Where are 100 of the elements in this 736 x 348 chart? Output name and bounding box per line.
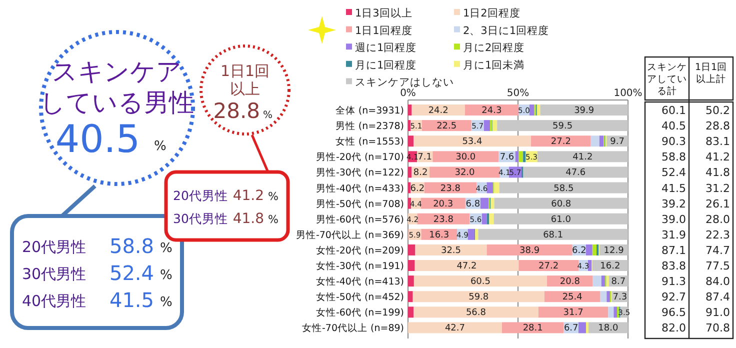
y-tick-label: 女性-40代 (n=413): [316, 276, 404, 288]
legend-label: 1日2回程度: [463, 6, 520, 20]
text: 50.2: [706, 104, 730, 117]
text: 39.2: [662, 197, 686, 210]
data-label: 24.2: [428, 106, 448, 116]
y-tick-label: 男性-50代 (n=708): [316, 198, 404, 210]
text: 40.5: [662, 120, 686, 133]
data-label: 25.4: [562, 292, 583, 303]
data-label: 31.7: [563, 308, 584, 318]
data-label: 59.8: [468, 292, 489, 303]
text: 20代男性 41.2 %: [173, 188, 278, 204]
text: 74.7: [706, 244, 730, 257]
data-label: 32.0: [454, 168, 476, 178]
data-label: 6.8: [466, 199, 480, 210]
data-label: 30.0: [456, 152, 476, 163]
data-label: 7.6: [500, 152, 514, 163]
legend-label: 2、3日に1回程度: [463, 24, 550, 37]
data-label: 23.8: [440, 184, 461, 194]
data-label: 61.0: [550, 214, 572, 225]
data-label: 7.1: [418, 152, 432, 163]
data-label: 60.5: [470, 277, 491, 288]
data-label: 12.9: [604, 246, 624, 256]
data-label: 32.5: [440, 246, 462, 256]
data-label: 39.9: [574, 106, 594, 116]
y-tick-label: 男性 (n=2378): [335, 120, 404, 132]
text: 91.3: [662, 275, 686, 288]
y-tick-label: 男性-70代以上 (n=369): [296, 228, 404, 241]
text: 28.8: [706, 120, 730, 133]
text: 87.4: [706, 290, 730, 304]
y-tick-label: 女性-50代 (n=452): [316, 291, 404, 304]
text: 40代男性 41.5 %: [22, 288, 172, 312]
data-label: 16.3: [429, 230, 450, 240]
data-label: 23.8: [433, 214, 454, 225]
legend-label: スキンケアはしない: [355, 76, 454, 89]
text: 70.8: [706, 322, 730, 335]
data-label: 24.3: [482, 106, 502, 116]
text: 84.0: [706, 275, 730, 288]
category-label: 1日1回以上計: [694, 62, 728, 85]
y-tick-label: 男性-20代 (n=170): [316, 151, 404, 164]
text: 87.1: [662, 244, 686, 257]
data-label: 8.2: [413, 168, 428, 178]
text: 28.0: [706, 212, 730, 226]
text: 22.3: [706, 228, 730, 242]
y-tick-label: 男性-30代 (n=122): [316, 166, 404, 179]
text: 83.1: [706, 135, 730, 148]
y-tick-label: 男性-40代 (n=433): [316, 182, 404, 194]
y-tick-label: 女性 (n=1553): [335, 136, 404, 148]
text: 90.3: [662, 135, 686, 148]
text: 60.1: [662, 104, 686, 117]
data-label: 27.2: [550, 137, 571, 148]
data-label: 53.4: [462, 137, 483, 148]
text: 92.7: [662, 290, 686, 304]
text: 96.5: [662, 306, 686, 320]
data-label: 47.2: [456, 262, 477, 272]
text: 83.8: [662, 260, 686, 272]
text: 26.1: [706, 197, 730, 210]
category-label: スキンケアしている計: [647, 62, 687, 97]
data-label: 22.5: [436, 122, 457, 132]
data-label: 18.0: [598, 324, 618, 334]
data-label: 47.6: [566, 168, 586, 178]
text: 31.2: [706, 182, 730, 195]
data-label: 68.1: [543, 230, 564, 240]
data-label: 41.2: [572, 152, 593, 163]
data-label: 56.8: [466, 308, 486, 318]
text: 77.5: [706, 260, 730, 272]
x-tick-label: 50%: [506, 88, 530, 99]
data-label: 8.7: [611, 277, 626, 288]
data-label: 7.3: [612, 292, 628, 303]
data-label: 6.2: [410, 184, 425, 194]
y-tick-label: 男性-60代 (n=576): [316, 213, 404, 226]
text: 82.0: [662, 322, 686, 335]
legend-label: 月に2回程度: [463, 41, 525, 54]
text: 41.2: [706, 150, 730, 164]
x-tick-label: 100%: [614, 88, 642, 99]
legend-label: 月に1回程度: [355, 58, 417, 72]
text: 52.4: [662, 166, 686, 180]
y-tick-label: 女性-60代 (n=199): [316, 306, 404, 319]
y-tick-label: 女性-30代 (n=191): [316, 260, 404, 272]
y-tick-label: 女性-20代 (n=209): [316, 244, 404, 256]
data-label: 59.5: [552, 122, 573, 132]
text: 58.8: [662, 150, 686, 164]
x-tick-label: 0%: [400, 88, 416, 99]
data-label: 27.2: [538, 262, 559, 272]
data-label: 9.7: [610, 137, 624, 148]
data-label: 28.1: [522, 324, 543, 334]
data-label: 58.5: [554, 184, 574, 194]
text: 91.0: [706, 306, 730, 320]
text: 39.0: [662, 212, 686, 226]
text: スキンケアしている男性 40.5 %: [40, 57, 194, 161]
y-tick-label: 全体 (n=3931): [335, 104, 404, 116]
text: 30代男性 52.4 %: [22, 261, 172, 285]
data-label: 6.2: [572, 246, 586, 256]
legend-label: 週に1回程度: [355, 41, 417, 54]
data-label: 42.7: [444, 324, 465, 334]
text: 41.8: [706, 166, 730, 180]
data-label: 38.9: [520, 246, 540, 256]
legend-label: 月に1回未満: [463, 58, 525, 72]
data-label: 16.2: [600, 262, 620, 272]
data-label: 60.8: [551, 199, 572, 210]
text: 41.5: [662, 182, 686, 195]
